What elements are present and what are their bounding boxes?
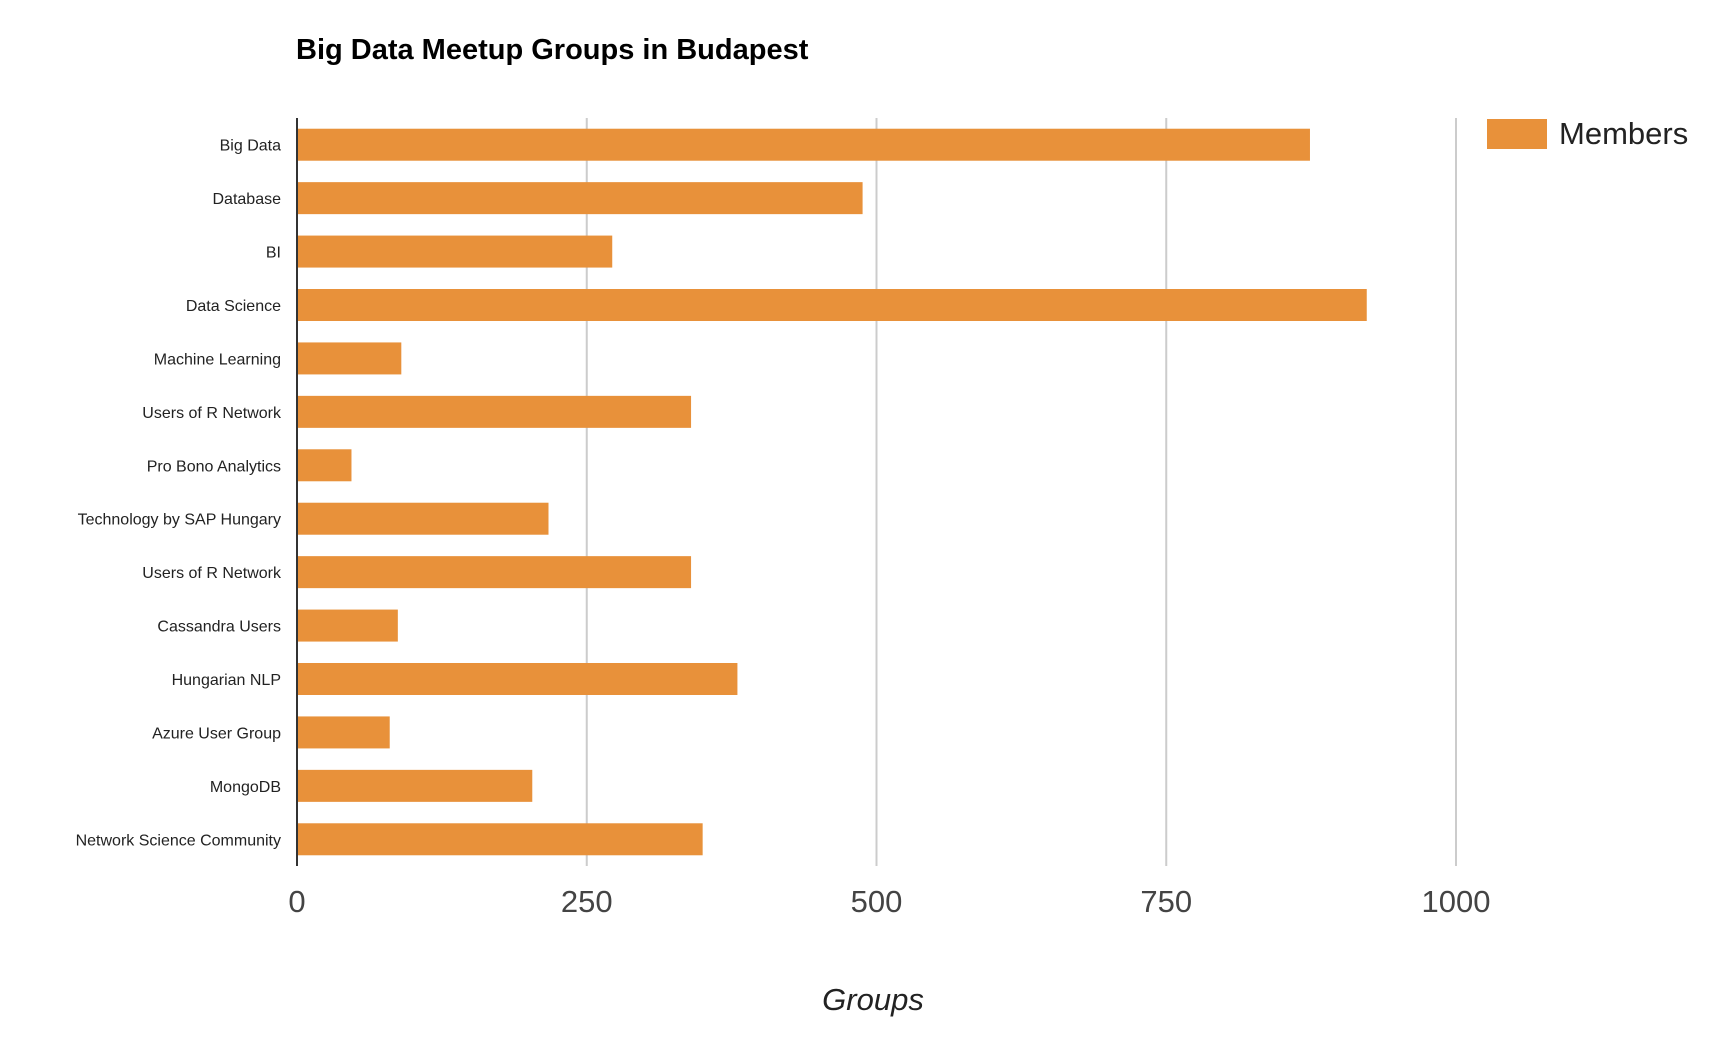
x-tick-label: 250 <box>561 884 613 919</box>
x-tick-label: 1000 <box>1422 884 1491 919</box>
bar <box>298 235 613 268</box>
bar <box>298 609 398 642</box>
bar <box>298 182 863 215</box>
bar <box>298 289 1367 321</box>
bar <box>298 395 692 428</box>
x-tick-label: 500 <box>851 884 903 919</box>
bar <box>298 716 390 749</box>
legend-swatch <box>1487 119 1547 149</box>
category-label: Users of R Network <box>142 565 282 582</box>
bar <box>298 449 352 482</box>
chart-title: Big Data Meetup Groups in Budapest <box>296 34 809 66</box>
bar <box>298 663 738 695</box>
legend-label: Members <box>1559 116 1689 151</box>
bar <box>298 823 703 856</box>
bar <box>298 128 1310 161</box>
category-label: Network Science Community <box>76 832 281 849</box>
category-label: Data Science <box>186 298 281 315</box>
x-tick-label: 0 <box>288 884 305 919</box>
category-label: Big Data <box>220 138 281 155</box>
category-label: Database <box>213 191 282 208</box>
category-label: Machine Learning <box>154 351 281 368</box>
legend: Members <box>1487 116 1688 152</box>
x-axis-label: Groups <box>822 982 924 1017</box>
bar <box>298 342 402 375</box>
category-label: Hungarian NLP <box>172 672 281 689</box>
category-label: Pro Bono Analytics <box>147 458 281 475</box>
bar <box>298 502 549 535</box>
category-label: MongoDB <box>210 779 281 796</box>
category-label: Users of R Network <box>142 405 282 422</box>
category-label: Azure User Group <box>152 725 281 742</box>
bar <box>298 556 692 589</box>
category-label: Technology by SAP Hungary <box>78 512 281 529</box>
bar <box>298 769 533 802</box>
category-label: Cassandra Users <box>157 619 281 636</box>
x-tick-label: 750 <box>1140 884 1192 919</box>
category-label: BI <box>266 245 281 262</box>
